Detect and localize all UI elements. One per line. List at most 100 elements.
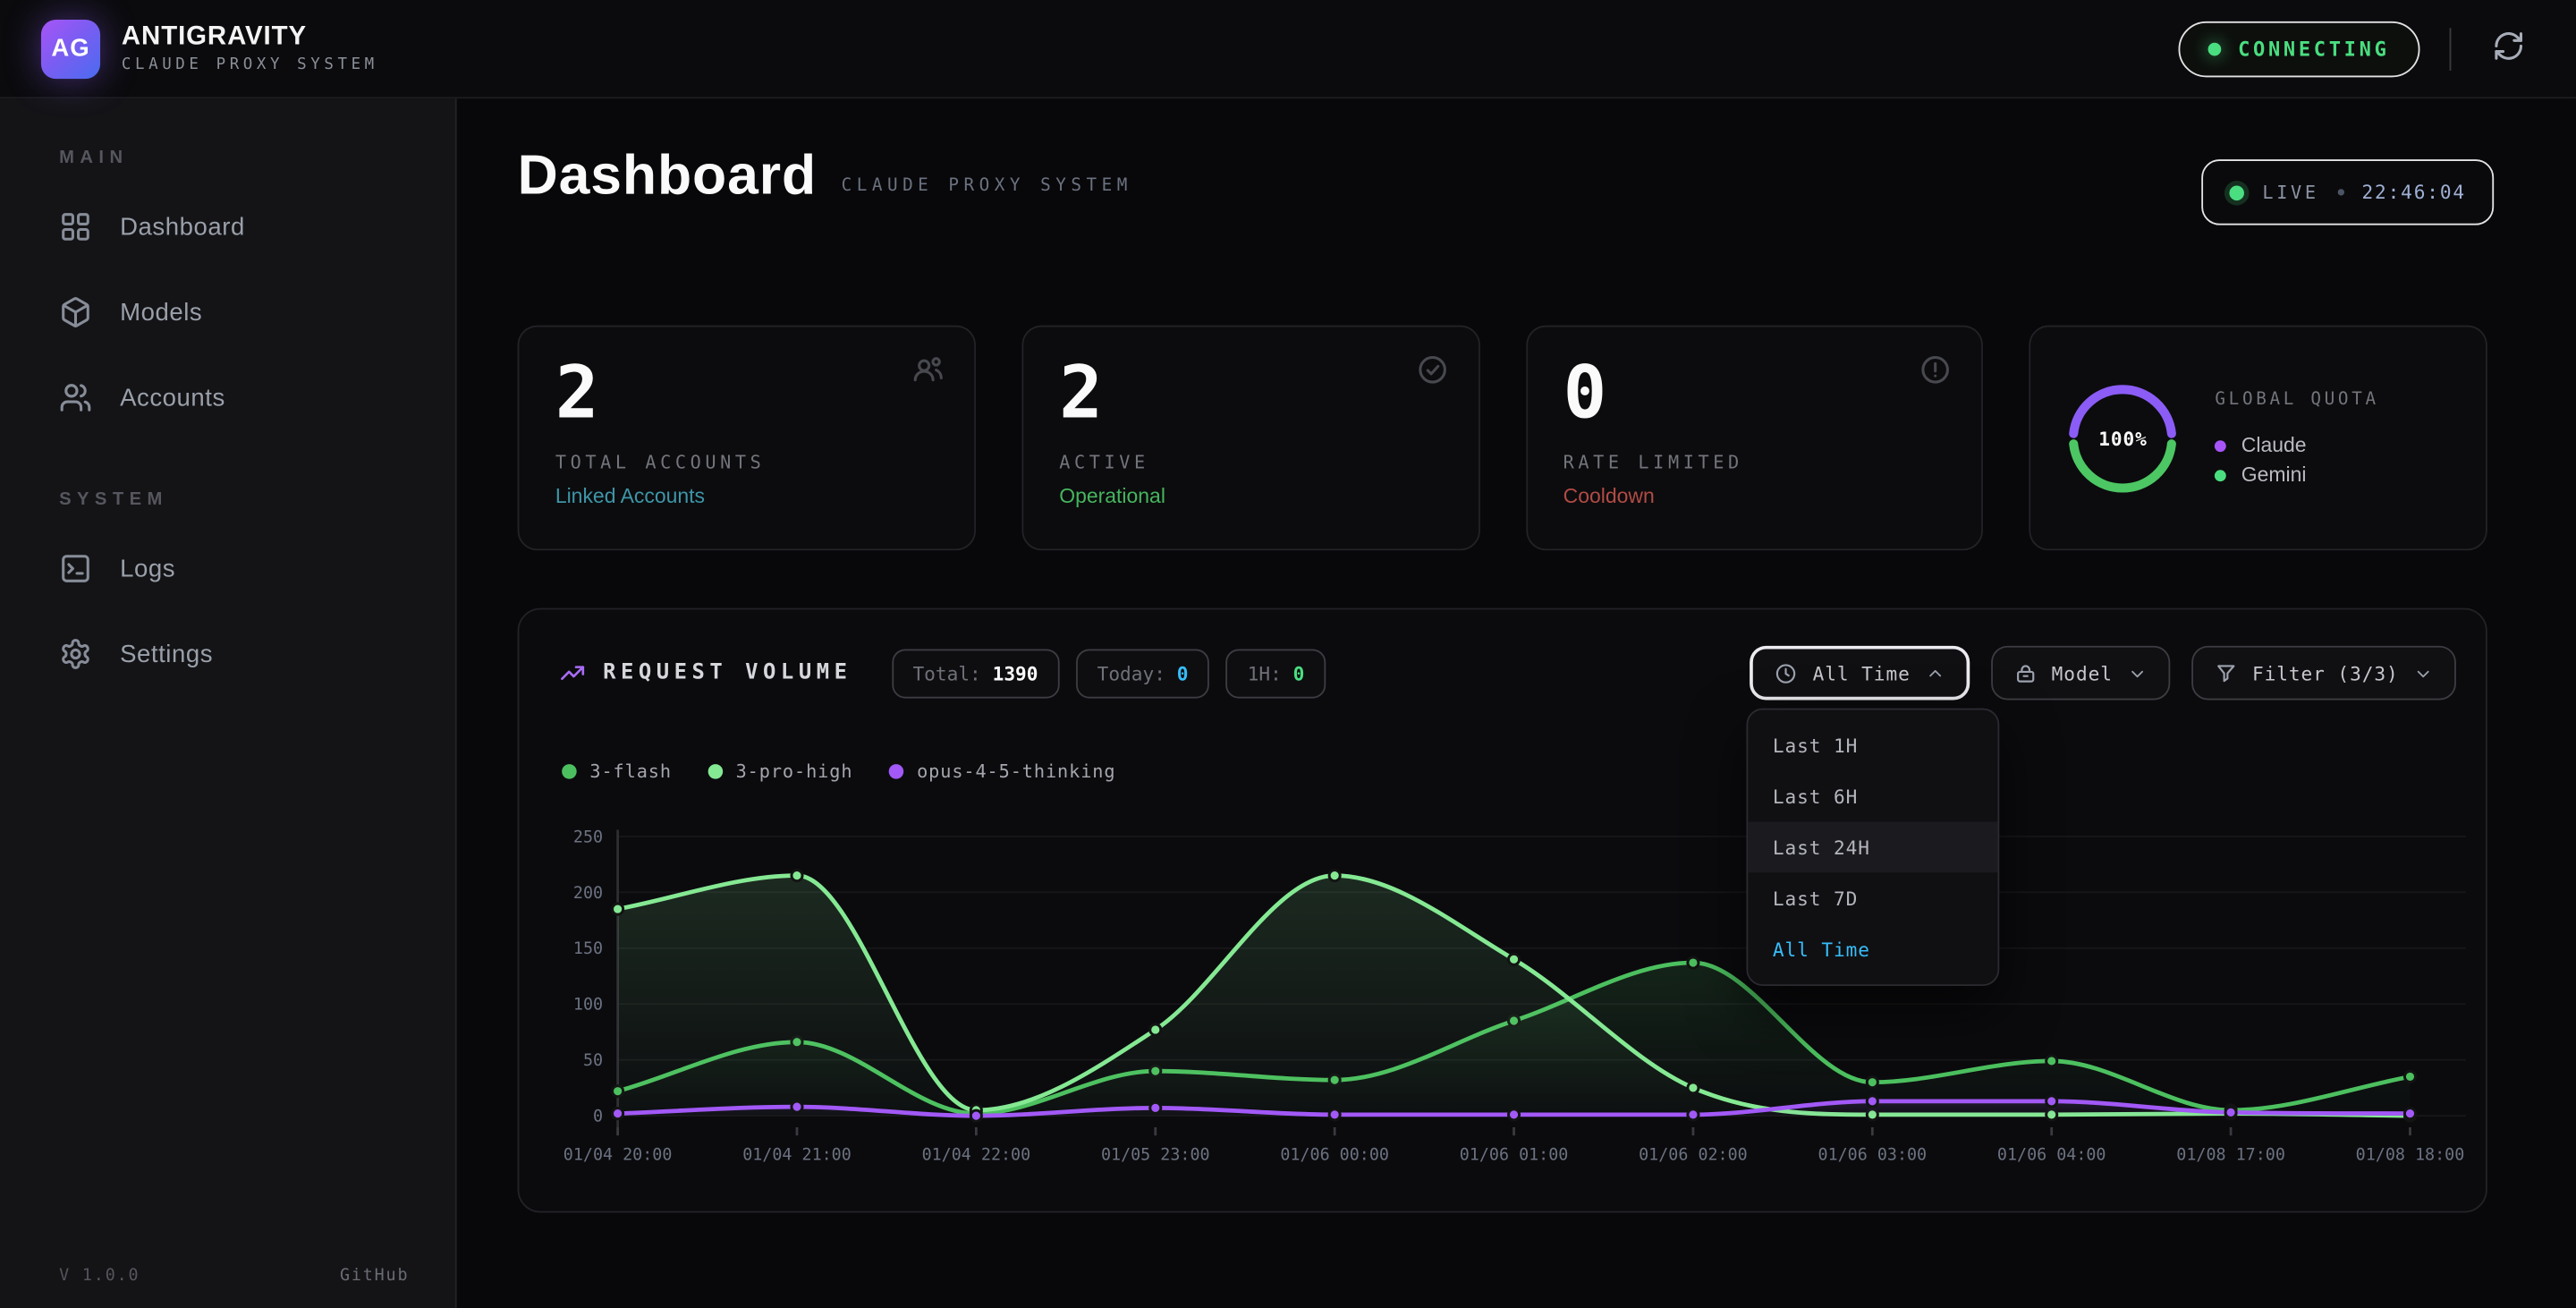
legend-item-3-pro-high[interactable]: 3-pro-high: [708, 760, 852, 782]
trending-up-icon: [558, 659, 586, 687]
dropdown-item-last-24h[interactable]: Last 24H: [1748, 821, 1997, 872]
users-group-icon: [911, 353, 945, 386]
svg-text:01/04 21:00: 01/04 21:00: [742, 1146, 852, 1165]
stat-cards-row: 2TOTAL ACCOUNTSLinked Accounts2ACTIVEOpe…: [518, 326, 2487, 551]
quota-title: GLOBAL QUOTA: [2215, 389, 2378, 409]
quota-legend-item: Claude: [2215, 434, 2378, 457]
dropdown-item-last-1h[interactable]: Last 1H: [1748, 719, 1997, 770]
filter-3-3--button[interactable]: Filter (3/3): [2191, 646, 2456, 701]
app-logo: AG: [41, 19, 100, 78]
svg-text:250: 250: [573, 828, 603, 846]
svg-text:01/06 03:00: 01/06 03:00: [1818, 1146, 1928, 1165]
quota-legend-name: Gemini: [2241, 463, 2307, 487]
stat-card: 0 RATE LIMITED Cooldown: [1525, 326, 1983, 551]
app-title: ANTIGRAVITY: [122, 24, 378, 50]
quota-legend-name: Claude: [2241, 434, 2307, 457]
svg-text:01/08 17:00: 01/08 17:00: [2176, 1146, 2285, 1165]
sidebar-item-label: Accounts: [120, 384, 225, 412]
sidebar-footer: V 1.0.0 GitHub: [59, 1267, 409, 1285]
status-dot-icon: [2208, 42, 2222, 55]
dropdown-item-all-time[interactable]: All Time: [1748, 923, 1997, 974]
legend-series-name: 3-pro-high: [736, 760, 853, 782]
chart-stat-badge: Today:0: [1076, 649, 1210, 698]
stat-sublabel: Cooldown: [1563, 485, 1945, 508]
check-circle-icon: [1415, 353, 1448, 386]
box-icon: [59, 296, 92, 329]
svg-text:0: 0: [593, 1108, 603, 1126]
status-label: CONNECTING: [2238, 37, 2389, 60]
trending-up-icon: [558, 659, 586, 687]
sidebar-section-label: MAIN: [59, 148, 455, 167]
legend-dot-icon: [708, 764, 723, 779]
clock-icon: [1775, 661, 1798, 684]
svg-text:01/06 02:00: 01/06 02:00: [1639, 1146, 1748, 1165]
legend-dot-icon: [889, 764, 904, 779]
app-root: AG ANTIGRAVITY CLAUDE PROXY SYSTEM CONNE…: [0, 0, 2576, 1308]
app-subtitle: CLAUDE PROXY SYSTEM: [122, 57, 378, 72]
connection-status-badge: CONNECTING: [2179, 21, 2419, 76]
stat-sublabel: Linked Accounts: [555, 485, 937, 508]
sidebar-item-settings[interactable]: Settings: [0, 611, 455, 697]
stat-label: ACTIVE: [1059, 452, 1441, 473]
button-label: Filter (3/3): [2252, 661, 2399, 684]
page-subtitle: CLAUDE PROXY SYSTEM: [842, 176, 1132, 204]
legend-item-opus-4-5-thinking[interactable]: opus-4-5-thinking: [889, 760, 1116, 782]
badge-value: 1390: [993, 661, 1038, 684]
legend-dot-icon: [2215, 469, 2226, 480]
sidebar-item-accounts[interactable]: Accounts: [0, 355, 455, 441]
stat-value: 2: [1059, 357, 1441, 433]
chart-toolbar: All Time Model Filter (3/3): [1750, 646, 2456, 701]
svg-text:200: 200: [573, 884, 603, 903]
panel-title: REQUEST VOLUME: [603, 660, 852, 685]
chart-stat-badges: Total:1390Today:01H:0: [892, 649, 1326, 698]
github-link[interactable]: GitHub: [340, 1267, 409, 1285]
gear-icon: [59, 638, 92, 671]
grid-icon: [59, 210, 92, 243]
separator-dot-icon: [2337, 189, 2343, 195]
quota-percent: 100%: [2063, 378, 2182, 497]
all-time-button[interactable]: All Time: [1750, 646, 1970, 701]
button-label: Model: [2052, 661, 2113, 684]
stat-card: 2ACTIVEOperational: [1021, 326, 1479, 551]
live-dot-icon: [2230, 185, 2245, 200]
global-quota-card: 100% GLOBAL QUOTA Claude Gemini: [2029, 326, 2487, 551]
model-button[interactable]: Model: [1991, 646, 2170, 701]
refresh-icon: [2492, 30, 2525, 63]
legend-item-3-flash[interactable]: 3-flash: [562, 760, 672, 782]
sidebar-item-label: Dashboard: [120, 213, 245, 241]
stat-value: 2: [555, 357, 937, 433]
stat-label: TOTAL ACCOUNTS: [555, 452, 937, 473]
dropdown-item-last-7d[interactable]: Last 7D: [1748, 872, 1997, 923]
svg-text:01/06 00:00: 01/06 00:00: [1280, 1146, 1389, 1165]
chart-stat-badge: Total: 1390: [892, 649, 1060, 698]
stat-value: 0: [1563, 357, 1945, 433]
svg-text:100: 100: [573, 996, 603, 1015]
time-range-dropdown: Last 1HLast 6HLast 24HLast 7DAll Time: [1746, 709, 1999, 986]
stat-label: RATE LIMITED: [1563, 452, 1945, 473]
dropdown-item-last-6h[interactable]: Last 6H: [1748, 770, 1997, 821]
refresh-button[interactable]: [2480, 21, 2536, 76]
chart-legend: 3-flash 3-pro-high opus-4-5-thinking: [562, 760, 1115, 782]
legend-dot-icon: [2215, 439, 2226, 451]
badge-label: Today:: [1097, 661, 1165, 684]
topbar: AG ANTIGRAVITY CLAUDE PROXY SYSTEM CONNE…: [0, 0, 2576, 98]
svg-text:01/06 04:00: 01/06 04:00: [1997, 1146, 2106, 1165]
sidebar-item-label: Settings: [120, 640, 213, 667]
users-icon: [59, 381, 92, 414]
badge-label: Total:: [912, 661, 980, 684]
badge-value: 0: [1293, 661, 1305, 684]
svg-text:50: 50: [583, 1051, 603, 1070]
chevron-down-icon: [2413, 663, 2433, 683]
sidebar-item-dashboard[interactable]: Dashboard: [0, 184, 455, 270]
sidebar-nav: MAINDashboardModelsAccountsSYSTEMLogsSet…: [0, 148, 455, 696]
brand: AG ANTIGRAVITY CLAUDE PROXY SYSTEM: [41, 19, 378, 78]
line-chart: 05010015020025001/04 20:0001/04 21:0001/…: [546, 817, 2468, 1175]
svg-text:01/08 18:00: 01/08 18:00: [2356, 1146, 2465, 1165]
sidebar-item-logs[interactable]: Logs: [0, 526, 455, 612]
quota-donut: 100%: [2063, 378, 2182, 497]
sidebar: MAINDashboardModelsAccountsSYSTEMLogsSet…: [0, 98, 457, 1308]
sidebar-item-models[interactable]: Models: [0, 269, 455, 355]
alert-circle-icon: [1919, 353, 1953, 386]
button-label: All Time: [1813, 661, 1911, 684]
clock-value: 22:46:04: [2362, 181, 2466, 204]
